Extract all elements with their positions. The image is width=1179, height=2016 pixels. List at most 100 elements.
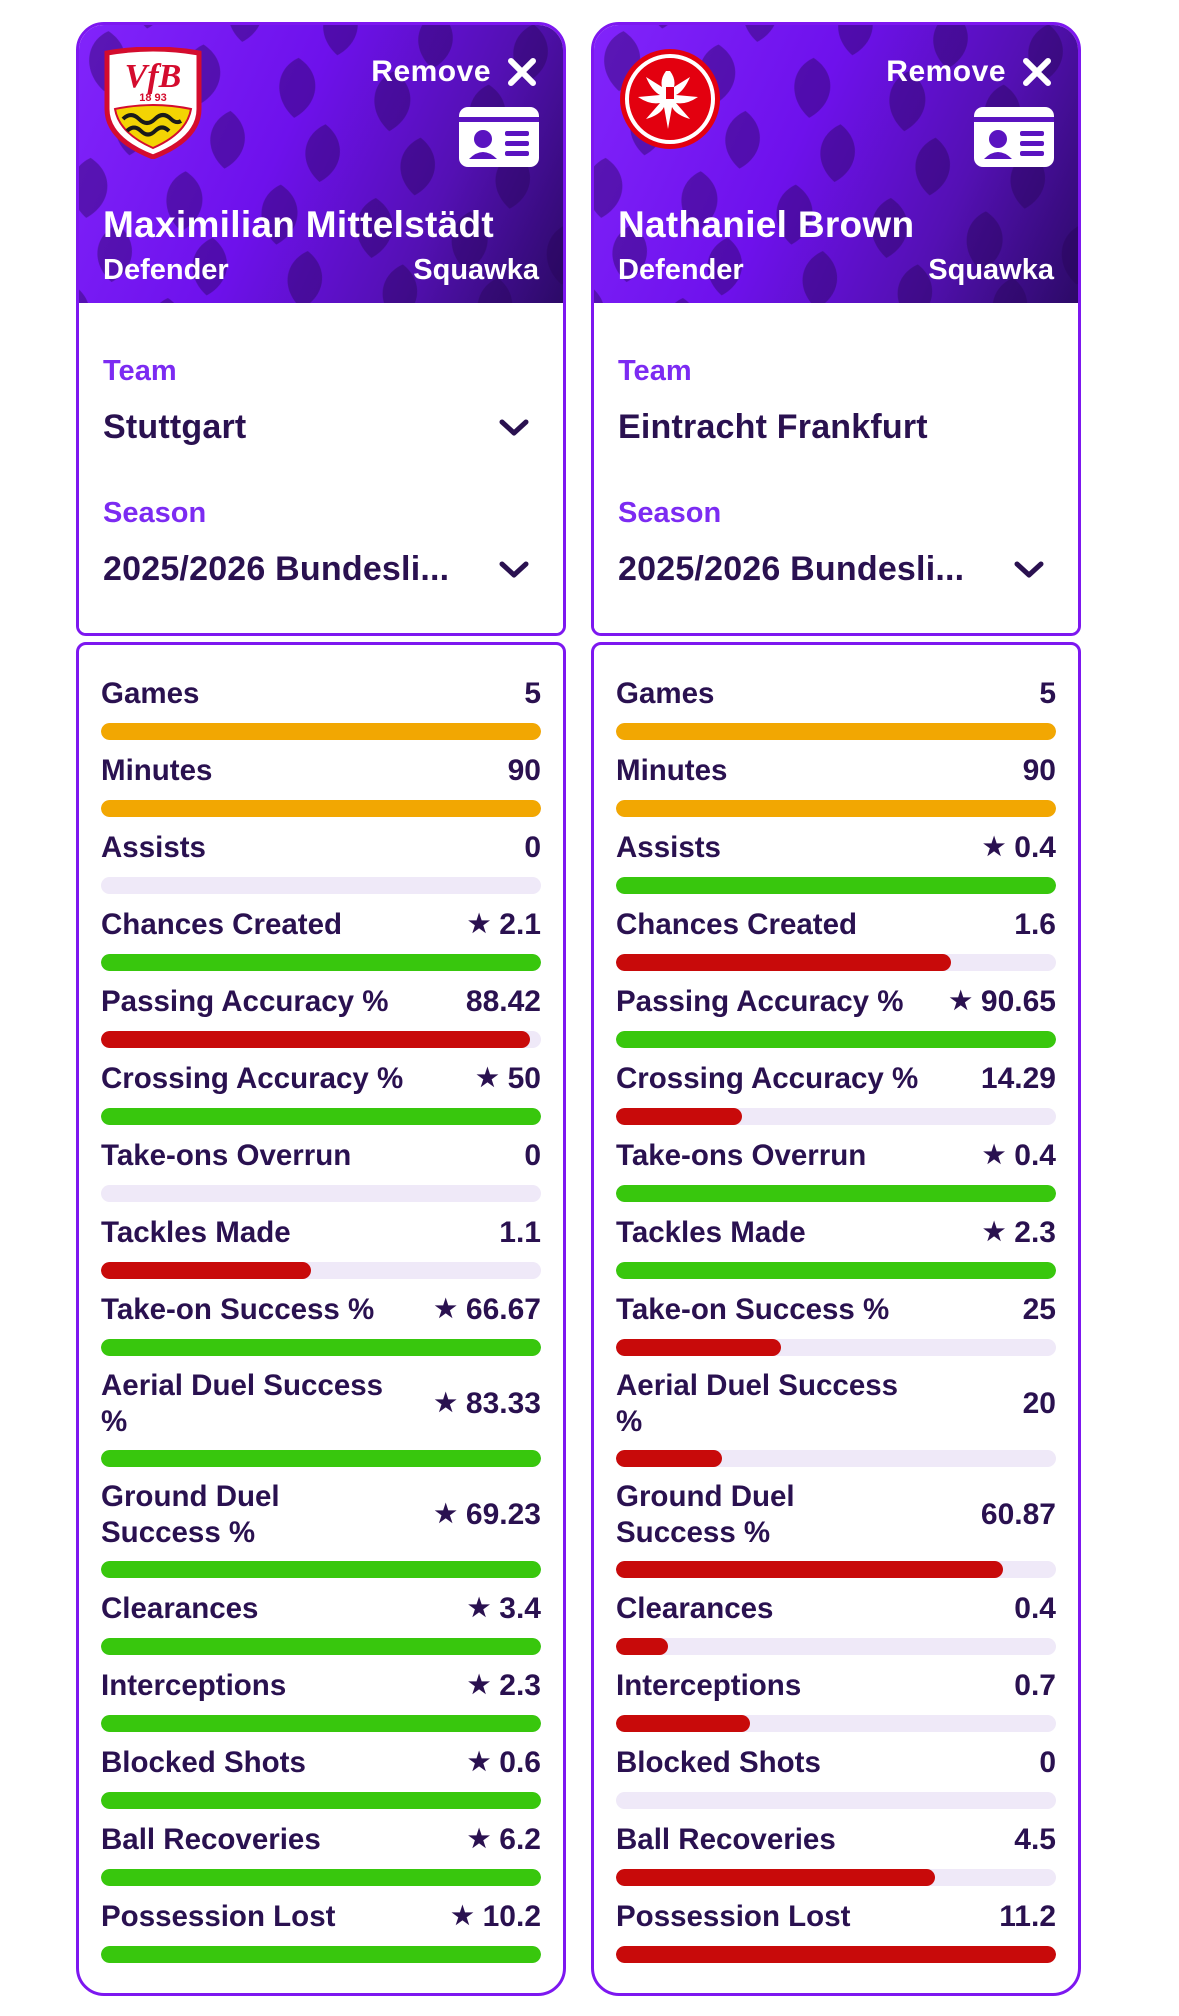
stat-value: ★ 0.6	[467, 1745, 541, 1779]
stat-value: ★ 50	[476, 1062, 541, 1095]
stat-bar-track	[616, 1560, 1056, 1578]
selects-section: Team Eintracht Frankfurt Season 2025/202…	[594, 303, 1078, 633]
stat-bar-fill	[616, 800, 1056, 817]
stat-label: Clearances	[616, 1591, 774, 1625]
stat-row: Take-ons Overrun 0	[101, 1137, 541, 1202]
stat-bar-track	[101, 1945, 541, 1963]
stat-row: Passing Accuracy % 88.42	[101, 983, 541, 1048]
stat-bar-fill	[616, 723, 1056, 740]
stat-bar-fill	[101, 1560, 541, 1578]
team-chevron-icon	[499, 419, 529, 435]
stat-bar-fill	[616, 1560, 1003, 1578]
stat-value: 90	[507, 754, 541, 787]
stat-bar-track	[616, 1108, 1056, 1125]
stat-row: Assists 0	[101, 829, 541, 894]
stat-row: Take-on Success % 25	[616, 1291, 1056, 1356]
stat-row: Take-on Success % ★ 66.67	[101, 1291, 541, 1356]
stat-value: 20	[1022, 1386, 1056, 1420]
stat-row: Tackles Made ★ 2.3	[616, 1214, 1056, 1279]
star-icon: ★	[467, 1824, 491, 1853]
stat-bar-track	[101, 1868, 541, 1886]
stat-row: Minutes 90	[101, 752, 541, 817]
stat-row: Crossing Accuracy % 14.29	[616, 1060, 1056, 1125]
stat-bar-track	[616, 877, 1056, 894]
stat-bar-fill	[616, 954, 952, 971]
season-value: 2025/2026 Bundesli...	[103, 550, 450, 588]
team-select[interactable]: Stuttgart	[103, 408, 539, 447]
stat-bar-track	[616, 1262, 1056, 1279]
stat-bar-track	[101, 1185, 541, 1202]
stat-bar-track	[101, 954, 541, 971]
stat-bar-track	[616, 1185, 1056, 1202]
stat-label: Blocked Shots	[101, 1745, 306, 1779]
stat-label: Ground Duel Success %	[101, 1479, 280, 1549]
id-card-icon[interactable]	[459, 107, 539, 167]
stat-row: Interceptions 0.7	[616, 1667, 1056, 1732]
stat-bar-track	[616, 1791, 1056, 1809]
stat-label: Chances Created	[101, 908, 343, 941]
player-name: Maximilian Mittelstädt	[103, 204, 495, 245]
card-top-box: VfB 18 93 Remove	[76, 22, 566, 636]
star-icon: ★	[949, 987, 972, 1015]
stat-label: Aerial Duel Success %	[101, 1369, 384, 1438]
player-position: Defender	[618, 254, 744, 286]
stat-row: Crossing Accuracy % ★ 50	[101, 1060, 541, 1125]
stats-list: Games 5 Minutes 90 Assists 0 Chances Created ★ 2…	[76, 642, 566, 1996]
star-icon: ★	[467, 1593, 491, 1622]
stat-bar-track	[616, 954, 1056, 971]
stat-value: 0	[524, 1139, 541, 1172]
stat-bar-fill	[616, 1339, 781, 1356]
stat-value: 0.7	[1014, 1668, 1056, 1702]
stat-bar-track	[101, 1449, 541, 1467]
stat-value: 90	[1022, 754, 1056, 787]
stat-row: Tackles Made 1.1	[101, 1214, 541, 1279]
stat-label: Chances Created	[616, 908, 858, 941]
remove-label: Remove	[371, 55, 491, 88]
star-icon: ★	[982, 833, 1006, 861]
stat-label: Assists	[101, 831, 206, 864]
stat-value: 14.29	[980, 1062, 1056, 1095]
star-icon: ★	[451, 1901, 474, 1930]
remove-button[interactable]: Remove	[371, 55, 539, 89]
stat-value: ★ 2.1	[467, 908, 541, 941]
stat-row: Possession Lost 11.2	[616, 1898, 1056, 1963]
stat-bar-fill	[101, 1031, 530, 1048]
stat-value: ★ 6.2	[467, 1822, 541, 1856]
star-icon: ★	[467, 1747, 491, 1776]
stat-bar-track	[101, 800, 541, 817]
team-value: Eintracht Frankfurt	[618, 408, 928, 446]
stat-label: Crossing Accuracy %	[101, 1062, 404, 1095]
stat-label: Games	[616, 677, 715, 710]
stat-label: Assists	[616, 831, 721, 864]
stat-bar-track	[101, 1262, 541, 1279]
season-chevron-icon	[499, 561, 529, 577]
stat-row: Blocked Shots 0	[616, 1744, 1056, 1809]
stat-bar-fill	[616, 1714, 750, 1732]
stat-bar-fill	[616, 1637, 668, 1655]
stat-row: Aerial Duel Success % ★ 83.33	[101, 1368, 541, 1467]
stat-label: Aerial Duel Success %	[616, 1369, 899, 1438]
player-position: Defender	[103, 254, 229, 286]
stat-bar-track	[616, 1945, 1056, 1963]
stats-list: Games 5 Minutes 90 Assists ★ 0.4 Chances Create…	[591, 642, 1081, 1996]
svg-text:18 93: 18 93	[139, 92, 167, 104]
stat-value: 25	[1022, 1293, 1056, 1326]
stat-value: ★ 66.67	[434, 1293, 542, 1326]
season-select[interactable]: 2025/2026 Bundesli...	[618, 550, 1054, 589]
svg-text:VfB: VfB	[125, 58, 182, 95]
close-icon	[508, 58, 536, 86]
stat-value: 5	[1039, 677, 1056, 710]
stat-label: Ball Recoveries	[616, 1822, 836, 1856]
stat-bar-track	[101, 1108, 541, 1125]
stat-value: 0.4	[1014, 1591, 1056, 1625]
team-label: Team	[103, 355, 177, 387]
id-card-icon[interactable]	[974, 107, 1054, 167]
stat-label: Ball Recoveries	[101, 1822, 321, 1856]
remove-button[interactable]: Remove	[886, 55, 1054, 89]
star-icon: ★	[982, 1218, 1006, 1246]
season-select[interactable]: 2025/2026 Bundesli...	[103, 550, 539, 589]
stat-label: Passing Accuracy %	[101, 985, 389, 1018]
star-icon: ★	[467, 1670, 491, 1699]
stat-row: Interceptions ★ 2.3	[101, 1667, 541, 1732]
squawka-brand: Squawka	[413, 254, 539, 286]
